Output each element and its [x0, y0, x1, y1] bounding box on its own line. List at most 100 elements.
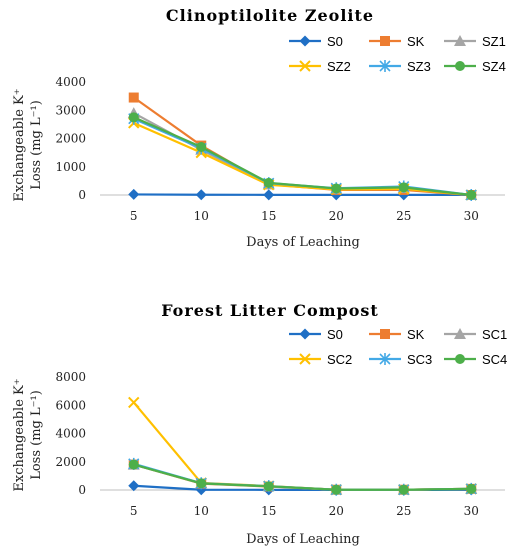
- chart-1-ytick-label: 2000: [55, 132, 86, 146]
- chart-2-point-SC4: [196, 478, 207, 489]
- legend-label: S0: [327, 327, 343, 342]
- chart-2-ytick-label: 8000: [55, 370, 86, 384]
- legend-marker: [380, 36, 390, 46]
- legend-label: SZ3: [407, 59, 431, 74]
- legend-marker: [379, 353, 391, 365]
- chart-2-xtick-label: 30: [464, 504, 479, 518]
- chart-1-y-ticks: 0 1000 2000 3000 4000: [55, 75, 86, 202]
- chart-1-ylabel-line1: Exchangeable K⁺: [12, 88, 27, 201]
- legend-label: SC2: [327, 352, 352, 367]
- chart-1-ytick-label: 0: [78, 188, 86, 202]
- legend-marker: [299, 353, 311, 365]
- chart-2-series: [127, 396, 478, 496]
- legend-label: S0: [327, 34, 343, 49]
- legend-marker: [380, 329, 390, 339]
- chart-2-line-SC2: [132, 401, 472, 491]
- chart-1-legend: S0 SK SZ1 SZ2 SZ3 SZ4: [289, 34, 506, 74]
- legend-marker: [299, 35, 311, 47]
- chart-1-legend-item-SZ4: SZ4: [444, 59, 506, 74]
- chart-2-xtick-label: 10: [194, 504, 209, 518]
- legend-label: SK: [407, 34, 425, 49]
- legend-marker: [454, 35, 466, 46]
- chart-1-line-SZ4: [133, 116, 472, 197]
- chart-1-series: [127, 92, 478, 201]
- chart-2-legend-item-SK: SK: [369, 327, 425, 342]
- chart-2-title: Forest Litter Compost: [161, 301, 379, 320]
- legend-marker: [455, 354, 465, 364]
- legend-label: SC4: [482, 352, 507, 367]
- chart-2-series-SC2: [128, 396, 477, 496]
- chart-1-point-SZ4: [128, 112, 139, 123]
- chart-1-xlabel: Days of Leaching: [246, 235, 360, 250]
- chart-1-ytick-label: 1000: [55, 160, 86, 174]
- chart-1-point-SK: [128, 92, 139, 103]
- chart-2-xlabel: Days of Leaching: [246, 532, 360, 547]
- chart-2: Forest Litter Compost S0 SK SC1 SC2 SC3 SC4 E…: [12, 301, 507, 547]
- chart-1-point-SZ4: [331, 183, 342, 194]
- chart-1-ylabel-line2: Loss (mg L⁻¹): [29, 100, 44, 190]
- chart-2-point-SC4: [398, 484, 409, 495]
- chart-2-point-SC4: [331, 484, 342, 495]
- chart-2-legend-item-SC3: SC3: [369, 352, 432, 367]
- chart-2-point-SC4: [263, 481, 274, 492]
- chart-1-legend-item-SZ1: SZ1: [444, 34, 506, 49]
- legend-marker: [299, 60, 311, 72]
- chart-1-point-SZ4: [196, 141, 207, 152]
- chart-1-series-SZ4: [128, 112, 477, 200]
- chart-1-point-S0: [263, 189, 275, 201]
- chart-1-point-S0: [195, 189, 207, 201]
- legend-label: SZ1: [482, 34, 506, 49]
- chart-2-ytick-label: 2000: [55, 455, 86, 469]
- chart-2-ytick-label: 0: [78, 483, 86, 497]
- chart-1-legend-item-SZ3: SZ3: [369, 59, 431, 74]
- chart-2-y-ticks: 0 2000 4000 6000 8000: [55, 370, 86, 497]
- chart-1-xtick-label: 15: [261, 209, 276, 223]
- chart-1-ytick-label: 3000: [55, 103, 86, 117]
- chart-2-line-SC1: [133, 463, 472, 491]
- chart-2-point-S0: [128, 480, 140, 492]
- chart-1-ytick-label: 4000: [55, 75, 86, 89]
- chart-2-ylabel-line1: Exchangeable K⁺: [12, 378, 27, 491]
- chart-2-series-SC4: [128, 459, 477, 495]
- chart-2-legend-item-SC1: SC1: [444, 327, 507, 342]
- legend-label: SZ2: [327, 59, 351, 74]
- chart-1-point-SZ4: [466, 190, 477, 200]
- chart-1-line-SZ1: [133, 112, 472, 197]
- chart-1-xtick-label: 20: [329, 209, 344, 223]
- chart-2-legend-item-SC4: SC4: [444, 352, 507, 367]
- chart-1-xtick-label: 25: [396, 209, 411, 223]
- chart-1-series-SK: [128, 92, 477, 200]
- chart-1-x-ticks: 5 10 15 20 25 30: [130, 209, 479, 223]
- legend-label: SZ4: [482, 59, 506, 74]
- chart-2-ytick-label: 6000: [55, 398, 86, 412]
- chart-1-point-SZ4: [398, 182, 409, 193]
- chart-2-line-SK: [133, 463, 472, 491]
- chart-1-xtick-label: 10: [194, 209, 209, 223]
- chart-2-ylabel-line2: Loss (mg L⁻¹): [29, 390, 44, 480]
- chart-1-line-SZ2: [133, 121, 472, 197]
- chart-1-xtick-label: 30: [464, 209, 479, 223]
- legend-marker: [379, 60, 391, 72]
- chart-2-legend-item-SC2: SC2: [289, 352, 352, 367]
- legend-label: SC1: [482, 327, 507, 342]
- chart-2-point-SC4: [128, 459, 139, 470]
- legend-marker: [454, 328, 466, 339]
- legend-label: SK: [407, 327, 425, 342]
- chart-2-xtick-label: 25: [396, 504, 411, 518]
- chart-2-xtick-label: 15: [261, 504, 276, 518]
- chart-2-line-SC4: [133, 463, 472, 491]
- chart-2-xtick-label: 20: [329, 504, 344, 518]
- chart-2-line-SC3: [133, 462, 472, 491]
- legend-label: SC3: [407, 352, 432, 367]
- chart-1-line-SZ3: [133, 117, 472, 197]
- legend-marker: [299, 328, 311, 340]
- chart-1-legend-item-S0: S0: [289, 34, 343, 49]
- chart-1-title: Clinoptilolite Zeolite: [166, 6, 374, 25]
- chart-1-legend-item-SZ2: SZ2: [289, 59, 351, 74]
- chart-2-ytick-label: 4000: [55, 427, 86, 441]
- chart-1-legend-item-SK: SK: [369, 34, 425, 49]
- chart-1-point-SZ4: [263, 177, 274, 188]
- chart-2-legend: S0 SK SC1 SC2 SC3 SC4: [289, 327, 507, 367]
